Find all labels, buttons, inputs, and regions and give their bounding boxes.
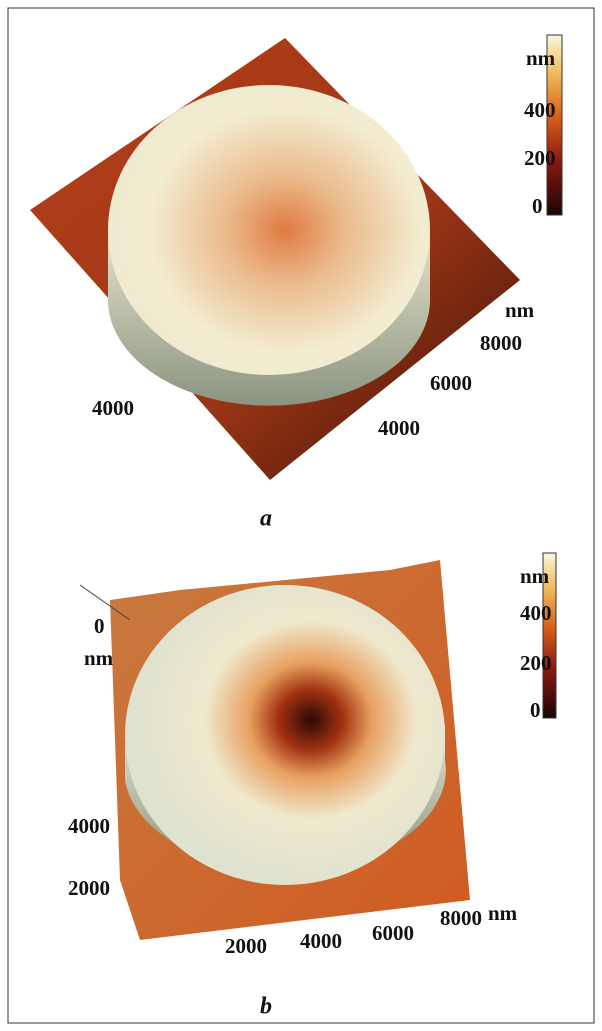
axis-label: 4000	[378, 416, 420, 440]
axis-label: 4000	[68, 814, 110, 838]
page: {"figure": { "panels": [ {"caption": "a"…	[0, 0, 602, 1031]
axis-label: nm	[488, 901, 518, 925]
caption: b	[260, 994, 272, 1020]
colorbar-label: 0	[532, 194, 543, 218]
axis-label: 4000	[300, 929, 342, 953]
axis-label: 8000	[440, 906, 482, 930]
axis-label: 8000	[480, 331, 522, 355]
axis-label: 4000	[92, 396, 134, 420]
axis-label: 6000	[372, 921, 414, 945]
colorbar-label: 400	[520, 601, 552, 625]
colorbar-label: 400	[524, 98, 556, 122]
colorbar-label: nm	[520, 564, 550, 588]
axis-label: 0	[94, 614, 105, 638]
axis-label: nm	[84, 646, 114, 670]
axis-label: nm	[505, 298, 535, 322]
colorbar-label: 200	[524, 146, 556, 170]
figure: nm 400 200 0 nm 8000 6000 4000 4000 a nm…	[0, 0, 602, 1031]
colorbar-label: 0	[530, 698, 541, 722]
axis-label: 2000	[68, 876, 110, 900]
colorbar-label: 200	[520, 651, 552, 675]
caption: a	[260, 506, 272, 532]
colorbar-label: nm	[526, 46, 556, 70]
axis-label: 6000	[430, 371, 472, 395]
axis-label: 2000	[225, 934, 267, 958]
afm-image-b	[80, 560, 470, 940]
